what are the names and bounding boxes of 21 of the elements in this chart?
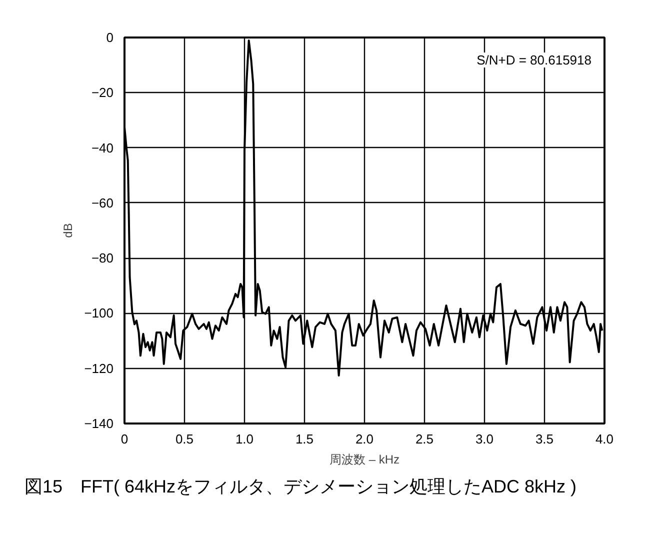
y-tick-label: −140 [84,416,114,431]
x-axis-title: 周波数 – kHz [329,452,400,466]
x-tick-label: 3.5 [535,432,554,446]
y-tick-label: −120 [84,360,114,376]
x-tick-label: 1.5 [295,432,314,446]
x-tick-label: 1.0 [235,432,254,446]
y-axis-title: dB [61,223,76,238]
y-tick-label: −60 [91,195,114,210]
x-tick-label: 2.0 [355,432,374,446]
y-tick-label: −20 [91,85,114,100]
x-tick-label: 2.5 [415,432,434,446]
y-tick-label: −80 [91,250,114,266]
x-tick-label: 4.0 [595,432,614,446]
text: 図15 FFT( 64kHzをフィルタ、デシメーション処理したADC 8kHz ) [24,476,577,496]
y-tick-label: −40 [91,140,114,156]
annotation: S/N+D = 80.615918 [476,52,592,68]
x-tick-label: 0.5 [175,432,194,446]
y-tick-label: −100 [84,306,114,321]
x-tick-label: 3.0 [475,432,494,446]
y-tick-label: 0 [106,30,114,45]
x-tick-label: 0 [120,432,128,446]
